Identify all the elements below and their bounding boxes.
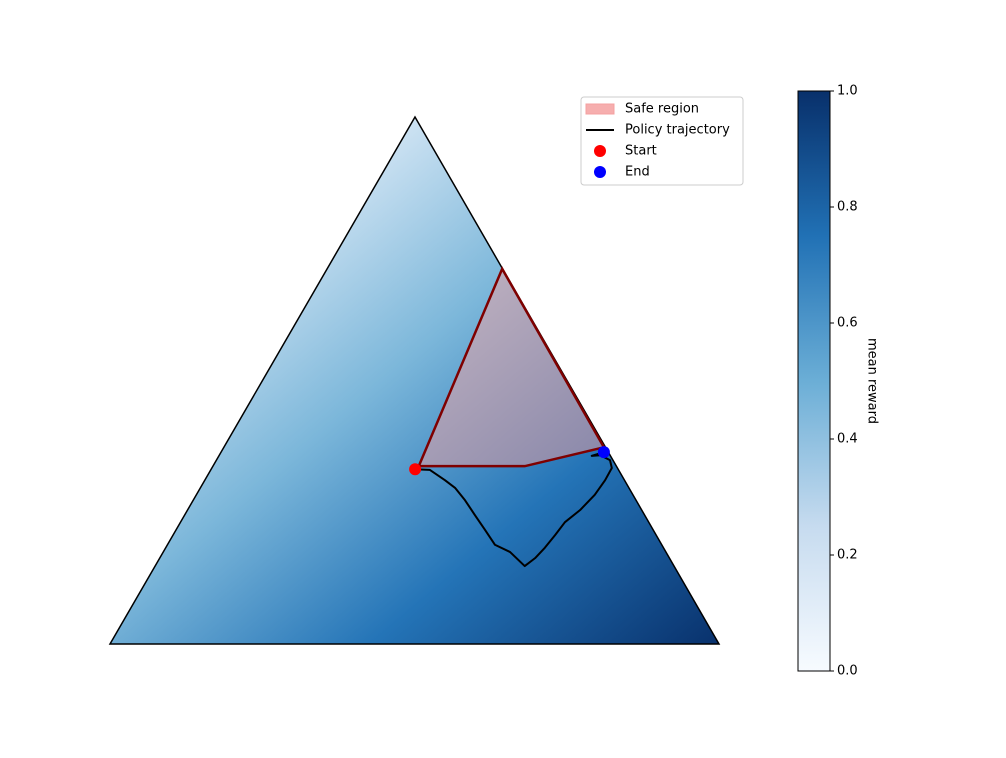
simplex (108, 115, 721, 645)
legend-label: Safe region (625, 102, 699, 117)
start-point (409, 463, 422, 476)
colorbar-tick-label: 0.0 (837, 664, 858, 679)
colorbar-tick-label: 0.2 (837, 548, 858, 563)
colorbar-tick-label: 0.6 (837, 316, 858, 331)
trajectory (415, 451, 613, 568)
colorbar-label: mean reward (865, 338, 880, 424)
legend-label: End (625, 165, 650, 180)
colorbar-tick-label: 0.8 (837, 200, 858, 215)
legend-swatch (594, 145, 606, 157)
end-point (597, 446, 610, 459)
colorbar-tick-label: 1.0 (837, 84, 858, 99)
plot-area (409, 266, 613, 568)
legend-label: Policy trajectory (625, 123, 730, 138)
colorbar-ticks: 0.0 0.2 0.4 0.6 0.8 1.0 (830, 84, 858, 679)
legend-label: Start (625, 144, 657, 159)
legend-swatch (594, 166, 606, 178)
colorbar-tick-label: 0.4 (837, 432, 858, 447)
colorbar (797, 90, 831, 672)
legend (580, 96, 744, 186)
legend-swatch (585, 103, 615, 115)
legend-entries: Safe region Policy trajectory Start End (585, 102, 730, 180)
